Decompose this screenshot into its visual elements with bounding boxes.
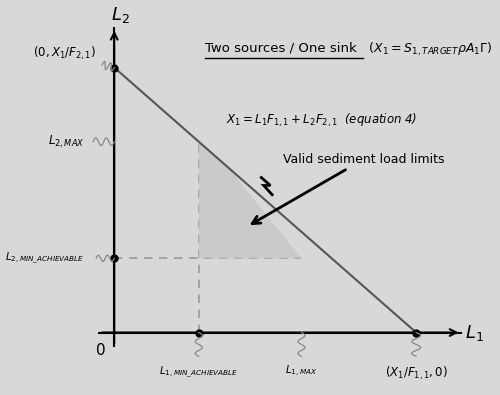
Text: $(0, X_1/F_{2,1})$: $(0, X_1/F_{2,1})$	[33, 45, 96, 62]
Text: Two sources / One sink: Two sources / One sink	[205, 41, 356, 54]
Text: $(X_1/F_{1,1}, 0)$: $(X_1/F_{1,1}, 0)$	[384, 364, 448, 382]
Text: $L_{2,MIN\_ACHIEVABLE}$: $L_{2,MIN\_ACHIEVABLE}$	[4, 251, 84, 266]
Text: $L_{1,MIN\_ACHIEVABLE}$: $L_{1,MIN\_ACHIEVABLE}$	[159, 364, 238, 380]
Text: $(X_1 = S_{1,TARGET}\rho A_1\Gamma)$: $(X_1 = S_{1,TARGET}\rho A_1\Gamma)$	[365, 41, 492, 58]
Text: $L_2$: $L_2$	[111, 5, 130, 25]
Text: $L_{1,MAX}$: $L_{1,MAX}$	[285, 364, 318, 380]
Text: $L_{2,MAX}$: $L_{2,MAX}$	[48, 134, 84, 150]
Text: $L_1$: $L_1$	[464, 323, 483, 342]
Text: $X_1 = L_1F_{1,1}+L_2F_{2,1}$  (equation 4): $X_1 = L_1F_{1,1}+L_2F_{2,1}$ (equation …	[226, 112, 418, 129]
Text: 0: 0	[96, 343, 105, 358]
Polygon shape	[199, 142, 302, 258]
Text: Valid sediment load limits: Valid sediment load limits	[252, 152, 445, 224]
